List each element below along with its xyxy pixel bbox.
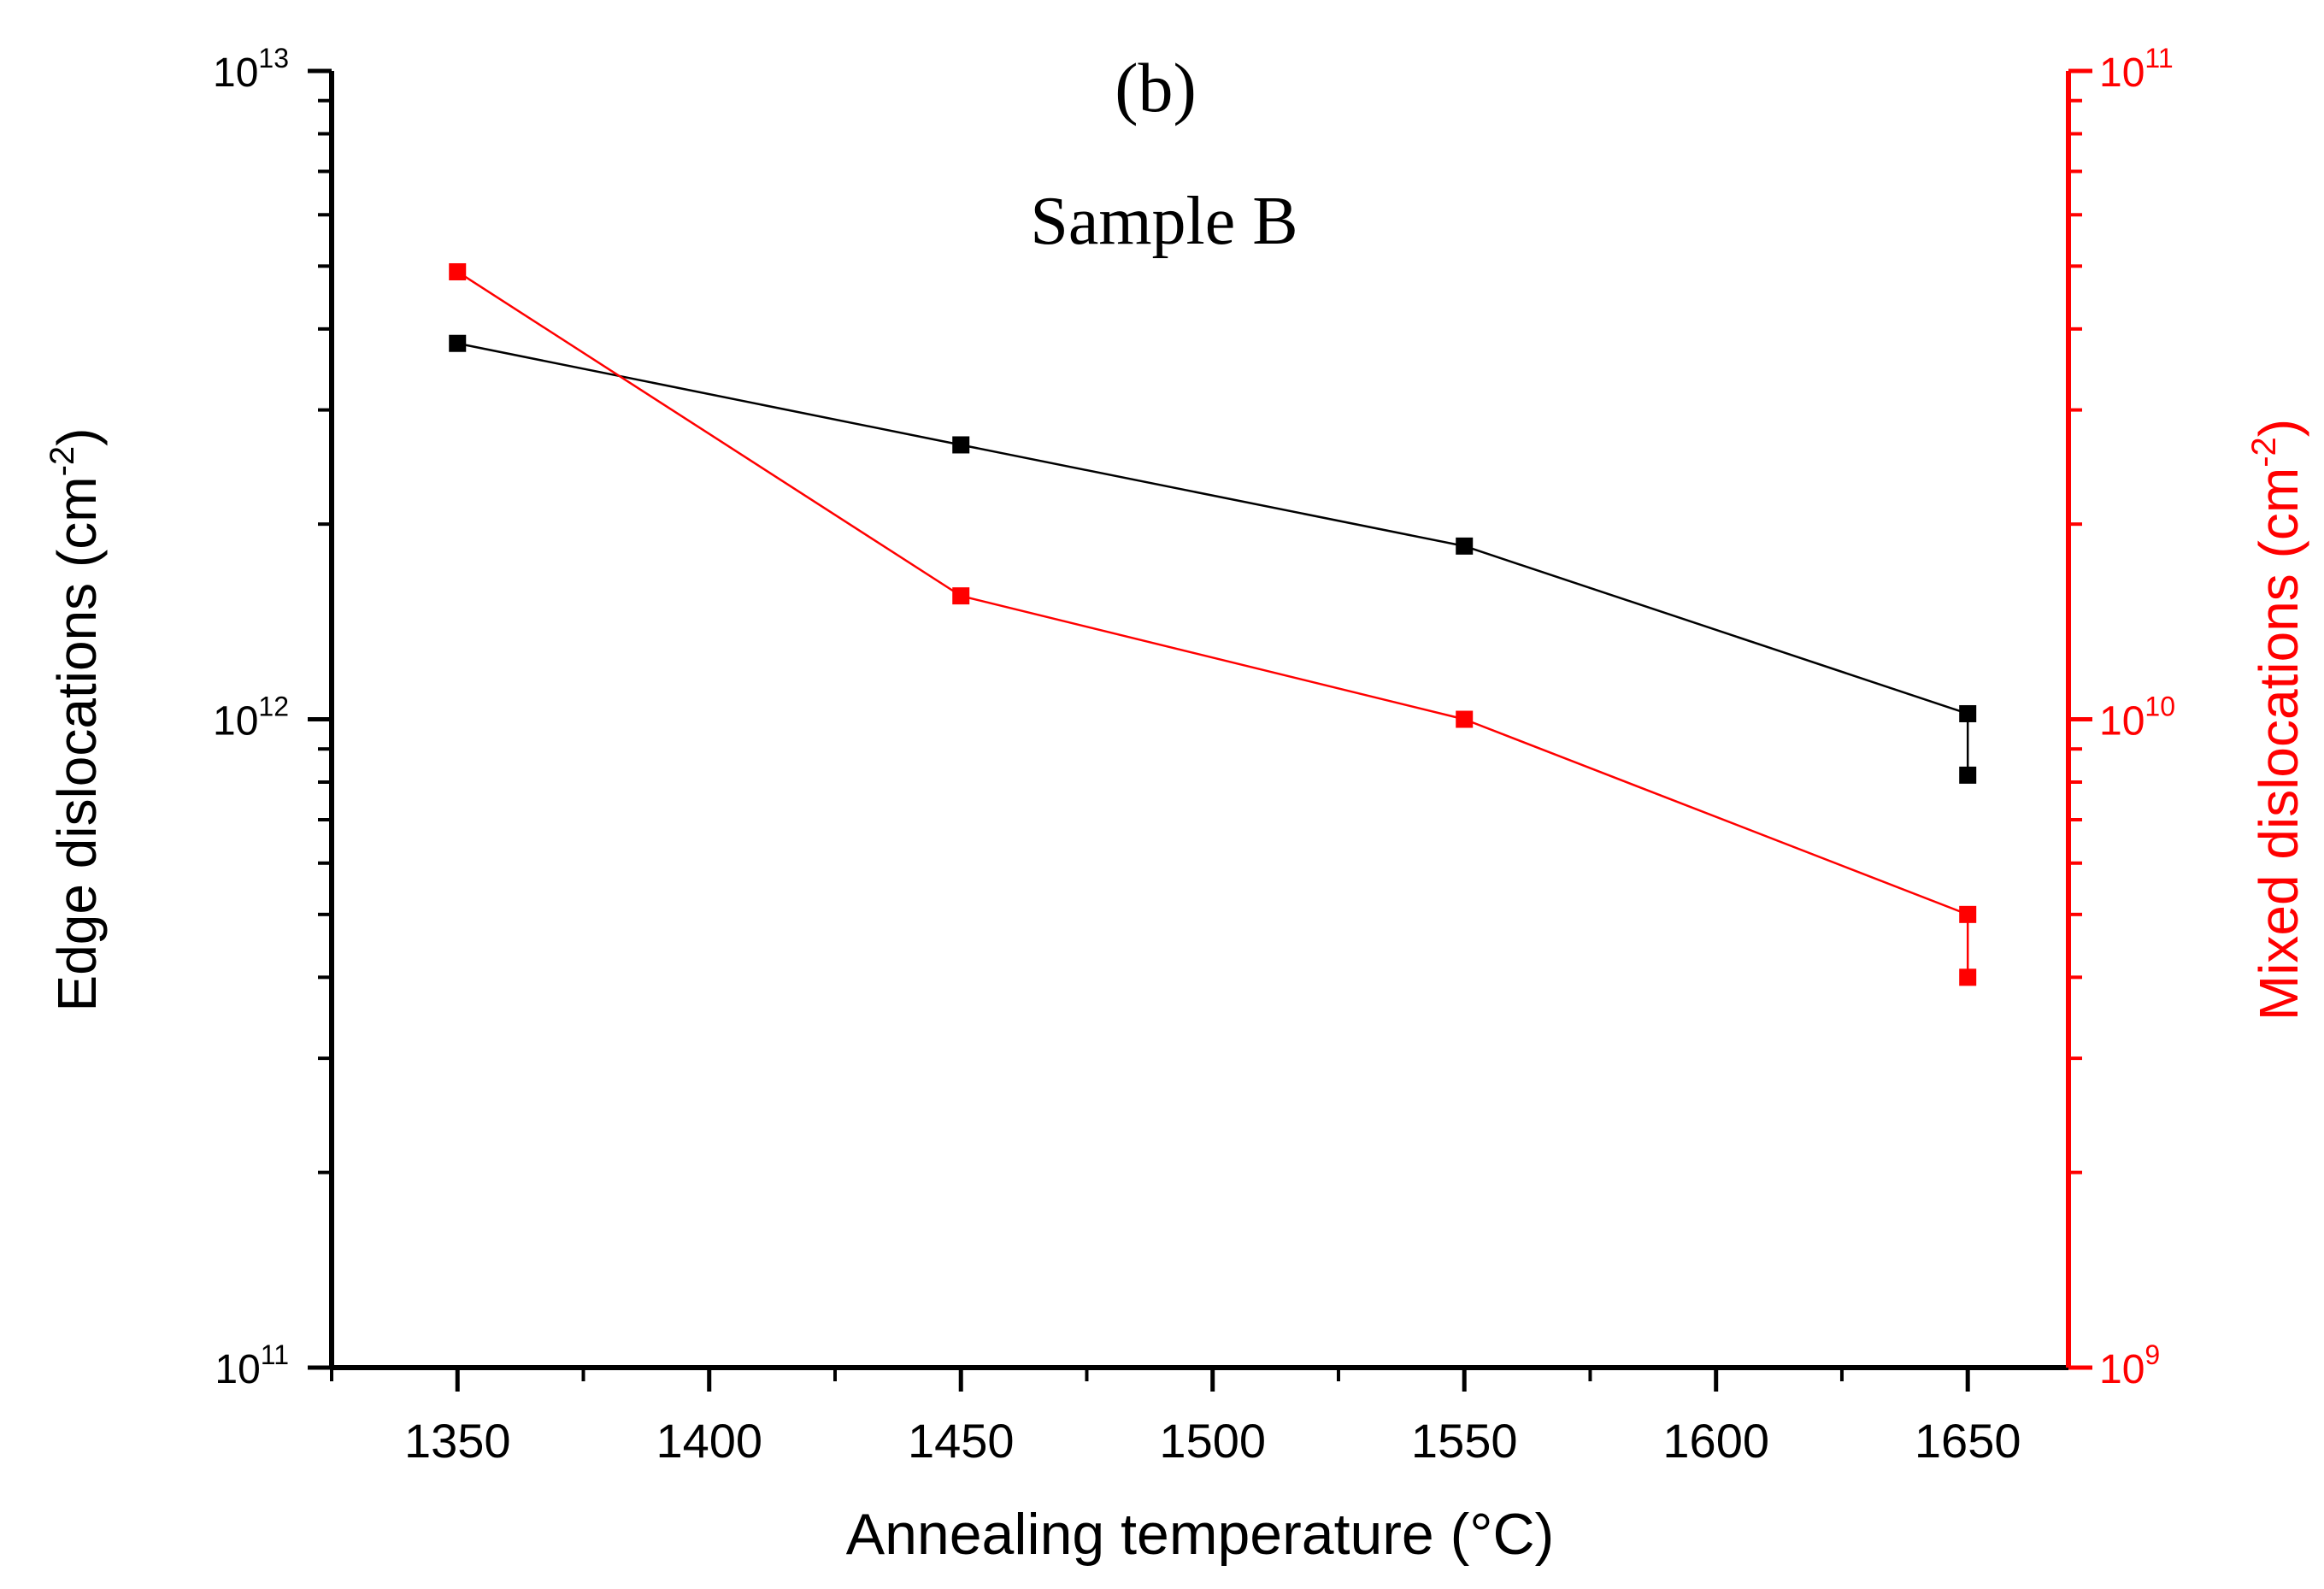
left-y-tick-exp: 11 [261, 1339, 289, 1370]
panel-label: (b) [1115, 49, 1197, 127]
right-y-axis-label: Mixed dislocations (cm-2) [2245, 419, 2309, 1021]
x-tick-label: 1350 [404, 1414, 511, 1468]
edge-dislocations-segment [1463, 544, 1968, 715]
right-y-tick-exp: 11 [2145, 43, 2173, 74]
mixed-dislocations-segment [456, 270, 962, 597]
right-y-tick-exp: 10 [2145, 692, 2175, 722]
right-y-tick-exp: 9 [2145, 1339, 2160, 1370]
left-y-label-close: ) [46, 428, 108, 446]
right-y-label-close: ) [2248, 419, 2309, 437]
x-tick-label: 1450 [908, 1414, 1015, 1468]
left-y-tick-base: 10 [213, 699, 258, 744]
mixed-dislocations-marker [1959, 968, 1977, 986]
x-ticks: 1350 1400 1450 1500 1550 1600 1650 [330, 1368, 2021, 1468]
left-y-tick-base: 10 [213, 50, 258, 96]
right-y-tick-label: 109 [2099, 1339, 2160, 1392]
edge-dislocations-marker [1959, 766, 1977, 784]
x-tick-label: 1650 [1915, 1414, 2021, 1468]
right-y-label-text: Mixed dislocations (cm [2248, 468, 2309, 1021]
right-y-tick-label: 1011 [2099, 43, 2174, 96]
left-y-label-text: Edge dislocations (cm [46, 476, 108, 1011]
right-y-tick-base: 10 [2099, 50, 2145, 96]
edge-dislocations-marker [449, 334, 467, 352]
right-y-label-sup: -2 [2245, 437, 2283, 468]
edge-dislocations-marker [1456, 537, 1474, 555]
x-tick-label: 1500 [1159, 1414, 1266, 1468]
edge-dislocations-marker [952, 436, 970, 454]
series-layer [449, 262, 1977, 986]
mixed-dislocations-marker [449, 262, 467, 280]
left-y-tick-base: 10 [215, 1347, 260, 1392]
edge-dislocations-segment [960, 444, 1465, 548]
left-y-tick-exp: 12 [258, 692, 289, 722]
right-y-tick-label: 1010 [2099, 692, 2175, 744]
x-axis-label: Annealing temperature (°C) [846, 1502, 1554, 1567]
mixed-dislocations-segment [1463, 718, 1968, 915]
mixed-dislocations-segment [960, 594, 1465, 721]
left-y-tick-label: 1012 [213, 692, 289, 744]
x-tick-label: 1400 [656, 1414, 762, 1468]
mixed-dislocations-marker [1456, 710, 1474, 728]
edge-dislocations-marker [1959, 704, 1977, 722]
mixed-dislocations-marker [952, 587, 970, 605]
left-y-tick-label: 1011 [215, 1339, 289, 1392]
edge-dislocations-segment [456, 342, 962, 446]
x-tick-label: 1600 [1662, 1414, 1769, 1468]
chart-title: Sample B [1030, 184, 1297, 259]
x-tick-label: 1550 [1411, 1414, 1518, 1468]
left-y-tick-exp: 13 [258, 43, 289, 74]
right-y-tick-base: 10 [2099, 699, 2145, 744]
left-y-tick-label: 1013 [213, 43, 289, 96]
mixed-dislocations-marker [1959, 905, 1977, 923]
right-y-tick-base: 10 [2099, 1347, 2145, 1392]
left-y-axis-label: Edge dislocations (cm-2) [44, 428, 108, 1012]
left-y-label-sup: -2 [44, 446, 81, 477]
